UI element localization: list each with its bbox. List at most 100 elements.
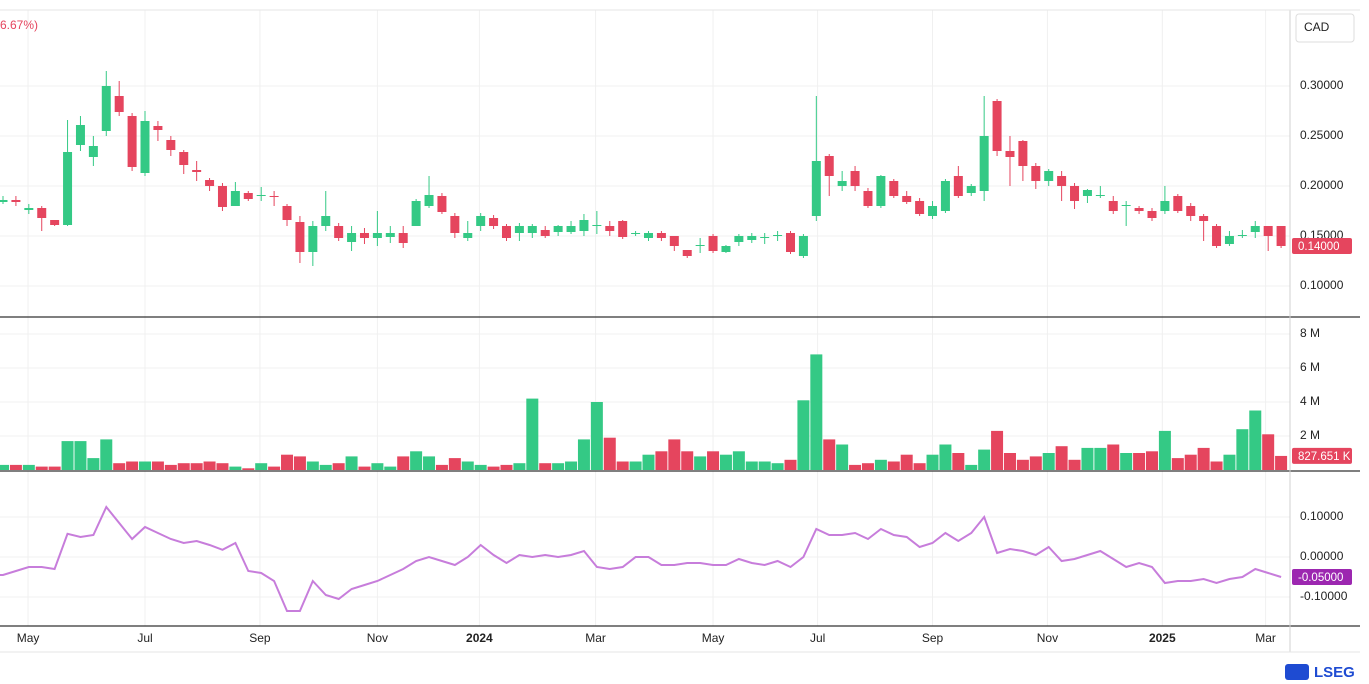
volume-bar (164, 464, 177, 470)
marks: 0.14000 827.651 K -0.05000 May Jul Sep Nov 2024… (0, 71, 1352, 645)
candle-body (514, 226, 524, 233)
candle-body (192, 170, 202, 172)
y-tick-label: 8 M (1300, 326, 1320, 340)
volume-bar (629, 461, 642, 470)
volume-bar (151, 461, 164, 470)
candle-body (579, 220, 589, 231)
volume-bar (423, 456, 436, 470)
volume-bar (707, 451, 720, 470)
candle-body (1186, 206, 1196, 216)
candle-body (1160, 201, 1170, 211)
candle-body (760, 237, 770, 238)
candle-body (734, 236, 744, 242)
candle-body (747, 236, 757, 240)
candle-body (1031, 166, 1041, 181)
candle-body (114, 96, 124, 112)
volume-bar (397, 456, 410, 470)
volume-bar (849, 464, 862, 470)
volume-bar (526, 398, 539, 470)
candle-body (295, 222, 305, 252)
volume-bar (616, 461, 629, 470)
candle-body (695, 245, 705, 246)
y-tick-label: 0.20000 (1300, 178, 1344, 192)
candle-body (101, 86, 111, 131)
volume-bar (1184, 454, 1197, 470)
y-tick-label: 0.10000 (1300, 278, 1344, 292)
volume-bar (139, 461, 152, 470)
header-text: 6.67%) (0, 18, 38, 32)
x-tick-label: Mar (1255, 631, 1276, 645)
volume-bar (797, 400, 810, 470)
candle-body (372, 233, 382, 238)
volume-bar (319, 464, 332, 470)
volume-bar (668, 439, 681, 470)
volume-bar (771, 463, 784, 470)
volume-bar (1223, 454, 1236, 470)
y-tick-label: 6 M (1300, 360, 1320, 374)
candle-body (656, 233, 666, 238)
volume-bar (1275, 455, 1288, 470)
candle-body (902, 196, 912, 202)
last-value-badge (1292, 569, 1352, 585)
volume-bar (1081, 447, 1094, 470)
volume-bar (255, 463, 268, 470)
candle-body (334, 226, 344, 238)
candle-body (721, 246, 731, 252)
volume-bar (1145, 451, 1158, 470)
candle-body (798, 236, 808, 256)
volume-bar (1055, 446, 1068, 470)
volume-bar (242, 468, 255, 470)
x-tick-label: Nov (367, 631, 388, 645)
y-tick-label: 0.10000 (1300, 509, 1344, 523)
volume-bar (565, 461, 578, 470)
candle-body (837, 181, 847, 186)
currency: CAD (1304, 20, 1330, 34)
candle-body (385, 233, 395, 237)
volume-bar (694, 456, 707, 470)
candle-body (566, 226, 576, 232)
volume-bar (0, 464, 9, 470)
candle-body (1276, 226, 1286, 246)
volume-bar (48, 466, 61, 470)
candle-body (553, 226, 563, 232)
candle-body (1095, 195, 1105, 196)
candle-body (359, 233, 369, 238)
candle-body (863, 191, 873, 206)
volume-bar (552, 463, 565, 470)
candle-body (1121, 205, 1131, 206)
volume-bar (474, 464, 487, 470)
volume-bar (681, 451, 694, 470)
volume-bar (758, 461, 771, 470)
candle-body (928, 206, 938, 216)
candle-body (773, 235, 783, 236)
volume-bar (100, 439, 113, 470)
volume-bar (1210, 461, 1223, 470)
x-tick-label: Jul (810, 631, 825, 645)
volume-bar (410, 451, 423, 470)
y-tick-label: 4 M (1300, 394, 1320, 408)
currency-box (1295, 13, 1355, 43)
candle-body (605, 226, 615, 231)
volume-bar (448, 458, 461, 470)
y-tick-label: 0.30000 (1300, 78, 1344, 92)
volume-bar (732, 451, 745, 470)
last-value-badge (1292, 238, 1352, 254)
volume-bar (113, 463, 126, 470)
y-tick-label: 2 M (1300, 428, 1320, 442)
volume-bar (371, 463, 384, 470)
x-tick-label: Mar (585, 631, 606, 645)
volume-bar (190, 463, 203, 470)
candle-body (75, 125, 85, 145)
volume-bar (487, 466, 500, 470)
volume-bar (1158, 430, 1171, 470)
volume-bar (513, 463, 526, 470)
candle-body (269, 196, 279, 197)
volume-bar (577, 439, 590, 470)
candle-body (179, 152, 189, 165)
volume-bar (642, 454, 655, 470)
candle-body (398, 233, 408, 243)
volume-bar (500, 464, 513, 470)
last-value-label: 0.14000 (1298, 241, 1340, 253)
candle-body (1263, 226, 1273, 236)
